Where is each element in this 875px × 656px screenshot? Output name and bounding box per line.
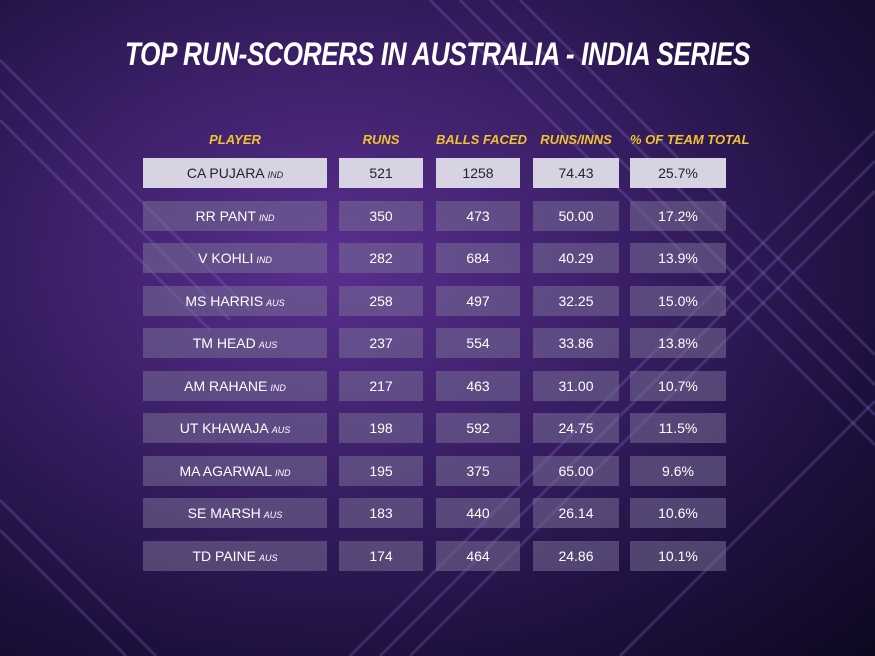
player-cell: CA PUJARA IND (143, 158, 327, 188)
pct-team-total-cell: 10.6% (630, 498, 726, 528)
player-cell: V KOHLI IND (143, 243, 327, 273)
runs-per-inns-cell: 65.00 (533, 456, 619, 486)
chart-title: TOP RUN-SCORERS IN AUSTRALIA - INDIA SER… (124, 36, 751, 72)
runs-cell: 195 (339, 456, 423, 486)
player-country: IND (275, 468, 291, 478)
player-country: AUS (258, 340, 278, 350)
runs-per-inns-cell: 26.14 (533, 498, 619, 528)
runs-cell: 237 (339, 328, 423, 358)
balls-faced-cell: 440 (436, 498, 520, 528)
runs-cell: 258 (339, 286, 423, 316)
pct-team-total-cell: 10.1% (630, 541, 726, 571)
player-cell: MS HARRIS AUS (143, 286, 327, 316)
balls-faced-cell: 375 (436, 456, 520, 486)
player-country: AUS (271, 425, 291, 435)
pct-team-total-cell: 10.7% (630, 371, 726, 401)
player-country: IND (267, 170, 284, 180)
runs-per-inns-cell: 74.43 (533, 158, 619, 188)
header-runs: RUNS (362, 132, 400, 147)
runs-per-inns-cell: 31.00 (533, 371, 619, 401)
player-country: IND (270, 383, 286, 393)
player-country: AUS (259, 553, 278, 563)
balls-faced-cell: 473 (436, 201, 520, 231)
runs-per-inns-cell: 24.86 (533, 541, 619, 571)
header-balls-faced: BALLS FACED (436, 132, 527, 147)
player-name: AM RAHANE (184, 378, 268, 394)
pct-team-total-cell: 25.7% (630, 158, 726, 188)
player-cell: MA AGARWAL IND (143, 456, 327, 486)
header-player: PLAYER (209, 132, 261, 147)
player-country: IND (258, 213, 275, 223)
player-country: AUS (263, 510, 283, 520)
runs-per-inns-cell: 24.75 (533, 413, 619, 443)
runs-cell: 198 (339, 413, 423, 443)
runs-per-inns-cell: 32.25 (533, 286, 619, 316)
player-name: UT KHAWAJA (179, 420, 269, 436)
player-country: AUS (266, 298, 285, 308)
runs-cell: 282 (339, 243, 423, 273)
balls-faced-cell: 463 (436, 371, 520, 401)
pct-team-total-cell: 9.6% (630, 456, 726, 486)
player-name: MS HARRIS (185, 293, 264, 309)
pct-team-total-cell: 13.8% (630, 328, 726, 358)
player-name: TD PAINE (192, 548, 256, 564)
player-cell: SE MARSH AUS (143, 498, 327, 528)
balls-faced-cell: 464 (436, 541, 520, 571)
runs-cell: 174 (339, 541, 423, 571)
runs-per-inns-cell: 33.86 (533, 328, 619, 358)
header-runs-per-inns: RUNS/INNS (540, 132, 612, 147)
runs-cell: 183 (339, 498, 423, 528)
player-name: MA AGARWAL (179, 463, 273, 479)
pct-team-total-cell: 13.9% (630, 243, 726, 273)
player-cell: TM HEAD AUS (143, 328, 327, 358)
player-cell: UT KHAWAJA AUS (143, 413, 327, 443)
pct-team-total-cell: 11.5% (630, 413, 726, 443)
runs-cell: 350 (339, 201, 423, 231)
runs-per-inns-cell: 50.00 (533, 201, 619, 231)
runs-per-inns-cell: 40.29 (533, 243, 619, 273)
player-name: RR PANT (195, 208, 256, 224)
player-country: IND (256, 255, 272, 265)
runs-cell: 217 (339, 371, 423, 401)
balls-faced-cell: 592 (436, 413, 520, 443)
pct-team-total-cell: 15.0% (630, 286, 726, 316)
balls-faced-cell: 684 (436, 243, 520, 273)
balls-faced-cell: 554 (436, 328, 520, 358)
balls-faced-cell: 497 (436, 286, 520, 316)
player-name: V KOHLI (198, 250, 254, 266)
player-name: SE MARSH (187, 505, 261, 521)
pct-team-total-cell: 17.2% (630, 201, 726, 231)
header-pct-team-total: % OF TEAM TOTAL (630, 132, 750, 147)
runs-cell: 521 (339, 158, 423, 188)
player-cell: TD PAINE AUS (143, 541, 327, 571)
player-cell: AM RAHANE IND (143, 371, 327, 401)
player-cell: RR PANT IND (143, 201, 327, 231)
player-name: TM HEAD (192, 335, 256, 351)
balls-faced-cell: 1258 (436, 158, 520, 188)
player-name: CA PUJARA (186, 165, 265, 181)
